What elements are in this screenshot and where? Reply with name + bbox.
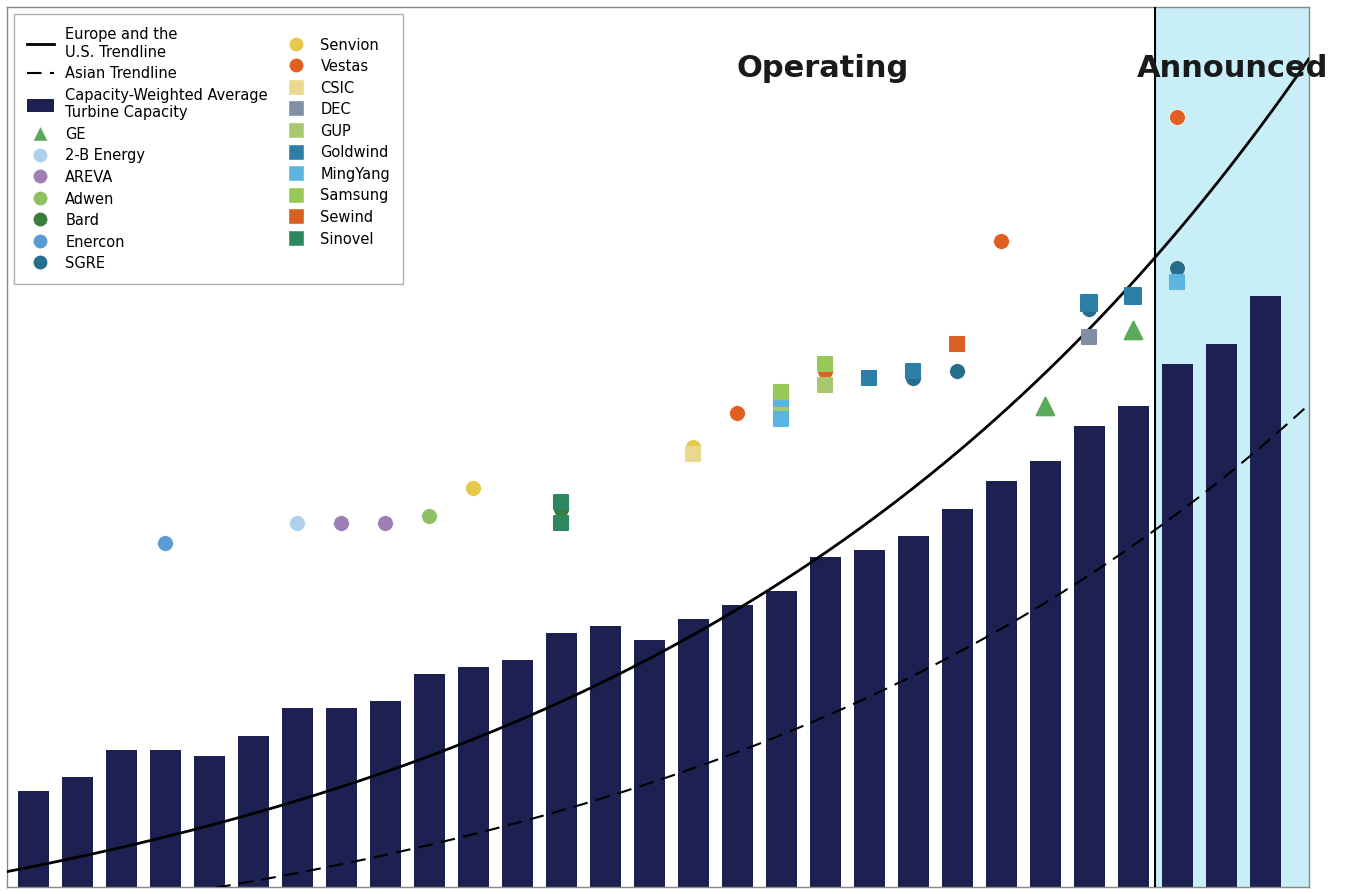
- Text: Announced: Announced: [1137, 54, 1328, 83]
- Point: [726, 406, 748, 420]
- Point: [902, 371, 923, 385]
- Bar: [18, 791, 49, 887]
- Bar: [1162, 365, 1192, 887]
- Point: [771, 392, 792, 406]
- Bar: [678, 619, 709, 887]
- Point: [814, 358, 836, 372]
- Bar: [150, 749, 181, 887]
- Bar: [810, 557, 841, 887]
- Point: [1122, 289, 1143, 303]
- Text: Operating: Operating: [737, 54, 909, 83]
- Bar: [1118, 406, 1149, 887]
- Point: [771, 399, 792, 413]
- Bar: [765, 592, 796, 887]
- Point: [1122, 323, 1143, 337]
- Bar: [590, 626, 621, 887]
- Point: [1079, 330, 1100, 344]
- Point: [154, 536, 176, 551]
- Point: [331, 516, 352, 530]
- Bar: [282, 708, 313, 887]
- Bar: [458, 667, 489, 887]
- Bar: [986, 481, 1017, 887]
- Point: [1166, 274, 1188, 289]
- Point: [683, 447, 705, 461]
- Point: [551, 502, 572, 516]
- Point: [463, 481, 485, 495]
- Bar: [1073, 426, 1104, 887]
- Bar: [545, 633, 576, 887]
- Bar: [853, 550, 884, 887]
- Point: [1079, 295, 1100, 309]
- Point: [771, 412, 792, 426]
- Point: [991, 233, 1012, 248]
- Bar: [634, 639, 664, 887]
- Point: [551, 516, 572, 530]
- Bar: [1030, 460, 1061, 887]
- Bar: [942, 509, 972, 887]
- Point: [946, 337, 968, 351]
- Point: [946, 364, 968, 378]
- Legend: Europe and the
U.S. Trendline, Asian Trendline, Capacity-Weighted Average
Turbin: Europe and the U.S. Trendline, Asian Tre…: [15, 14, 404, 284]
- Bar: [194, 756, 224, 887]
- Point: [1034, 399, 1056, 413]
- Point: [814, 364, 836, 378]
- Point: [771, 384, 792, 399]
- Point: [374, 516, 396, 530]
- Point: [1166, 110, 1188, 124]
- Bar: [62, 777, 93, 887]
- Bar: [502, 660, 533, 887]
- Point: [286, 516, 308, 530]
- Bar: [238, 736, 269, 887]
- Point: [418, 509, 440, 523]
- Point: [1166, 261, 1188, 275]
- Point: [1079, 302, 1100, 316]
- Bar: [105, 749, 136, 887]
- Point: [551, 495, 572, 510]
- Bar: [1250, 296, 1281, 887]
- Bar: [370, 702, 401, 887]
- Point: [814, 378, 836, 392]
- Bar: [414, 674, 444, 887]
- Point: [771, 392, 792, 406]
- Point: [683, 440, 705, 454]
- Bar: [1206, 344, 1237, 887]
- Bar: [1156, 7, 1310, 887]
- Bar: [898, 536, 929, 887]
- Bar: [325, 708, 356, 887]
- Point: [859, 371, 880, 385]
- Bar: [722, 605, 753, 887]
- Point: [902, 364, 923, 378]
